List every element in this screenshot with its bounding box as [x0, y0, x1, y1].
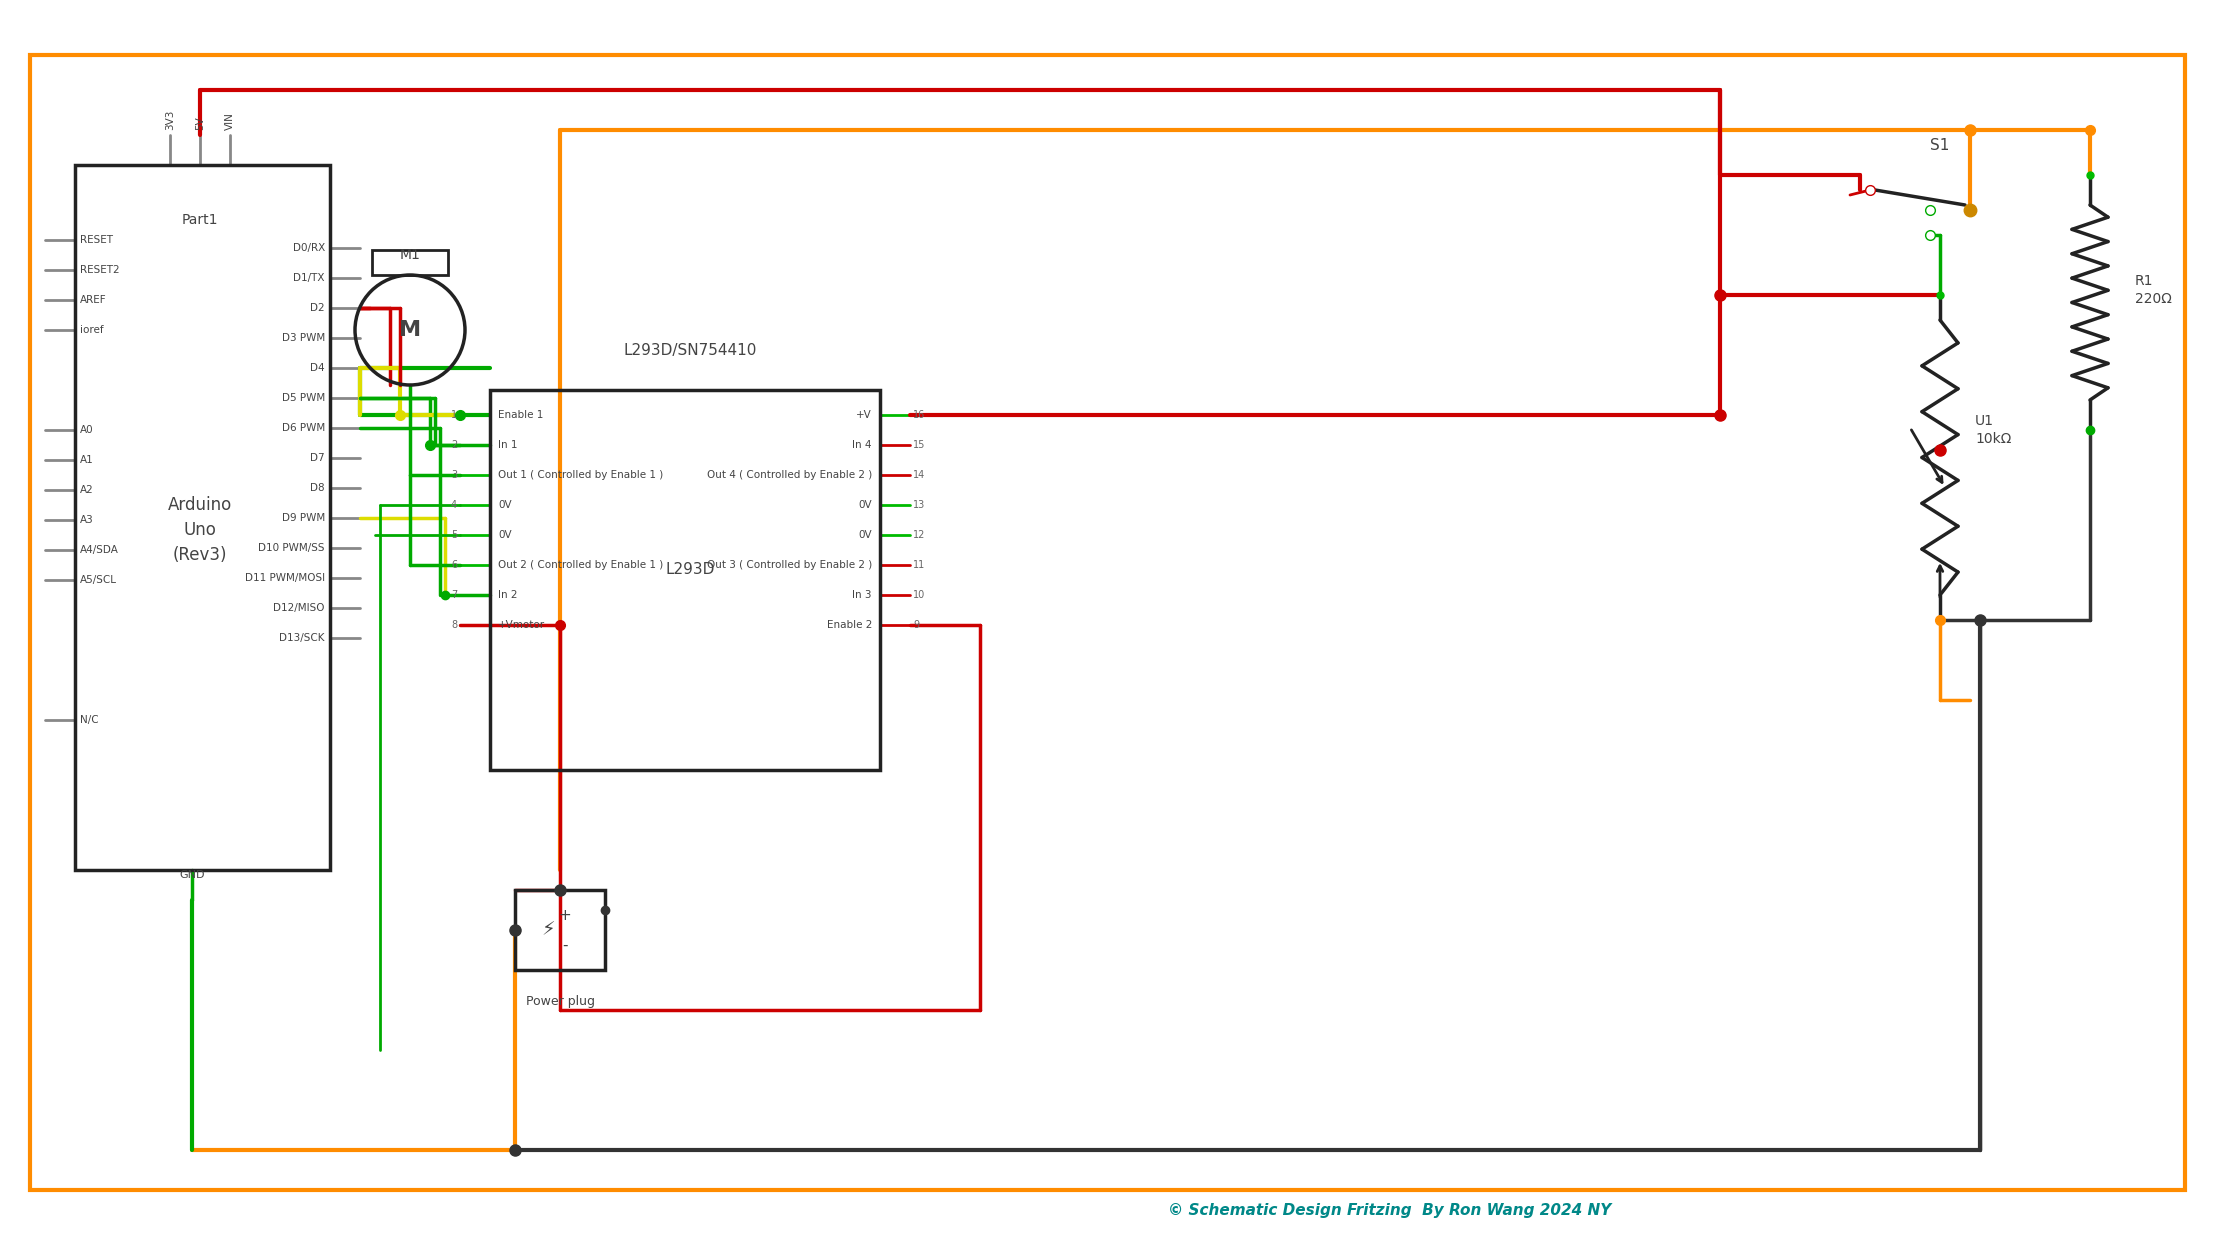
Text: M: M — [398, 320, 420, 340]
Text: 4: 4 — [451, 500, 458, 510]
Text: Out 1 ( Controlled by Enable 1 ): Out 1 ( Controlled by Enable 1 ) — [498, 471, 664, 481]
Text: 13: 13 — [914, 500, 925, 510]
Text: L293D: L293D — [666, 563, 715, 578]
Text: 14: 14 — [914, 471, 925, 481]
Text: U1
10kΩ: U1 10kΩ — [1974, 415, 2012, 446]
Text: D6 PWM: D6 PWM — [281, 423, 325, 433]
Text: D12/MISO: D12/MISO — [274, 603, 325, 613]
Bar — [516, 890, 604, 970]
Text: 15: 15 — [914, 439, 925, 449]
Text: D7: D7 — [310, 453, 325, 463]
Text: D9 PWM: D9 PWM — [281, 513, 325, 523]
Text: 8: 8 — [451, 620, 458, 630]
Text: RESET2: RESET2 — [80, 265, 120, 275]
Text: 2: 2 — [451, 439, 458, 449]
Text: 0V: 0V — [859, 530, 872, 540]
Text: D8: D8 — [310, 483, 325, 493]
Text: ⚡: ⚡ — [542, 920, 555, 940]
Text: 7: 7 — [451, 590, 458, 600]
Bar — [489, 390, 881, 769]
Text: +V: +V — [856, 410, 872, 420]
Text: D4: D4 — [310, 364, 325, 374]
Text: Arduino
Uno
(Rev3): Arduino Uno (Rev3) — [168, 496, 232, 564]
Text: RESET: RESET — [80, 235, 113, 245]
Text: R1
220Ω: R1 220Ω — [2136, 274, 2171, 306]
Text: 9: 9 — [914, 620, 918, 630]
Text: N/C: N/C — [80, 715, 100, 725]
Text: 3: 3 — [451, 471, 458, 481]
Text: 10: 10 — [914, 590, 925, 600]
Text: A3: A3 — [80, 515, 93, 525]
Text: D1/TX: D1/TX — [294, 273, 325, 283]
Text: -: - — [562, 937, 569, 952]
Text: D2: D2 — [310, 303, 325, 312]
Text: 16: 16 — [914, 410, 925, 420]
Text: D5 PWM: D5 PWM — [281, 393, 325, 403]
Text: Out 4 ( Controlled by Enable 2 ): Out 4 ( Controlled by Enable 2 ) — [706, 471, 872, 481]
Text: 11: 11 — [914, 560, 925, 570]
Bar — [372, 250, 447, 275]
Text: GND: GND — [179, 870, 206, 880]
Text: D11 PWM/MOSI: D11 PWM/MOSI — [246, 573, 325, 583]
Text: A4/SDA: A4/SDA — [80, 545, 120, 555]
Text: 5V: 5V — [195, 116, 206, 129]
Text: +Vmotor: +Vmotor — [498, 620, 544, 630]
Bar — [75, 166, 330, 870]
Text: Enable 1: Enable 1 — [498, 410, 544, 420]
Text: A5/SCL: A5/SCL — [80, 575, 117, 585]
Text: In 4: In 4 — [852, 439, 872, 449]
Text: D3 PWM: D3 PWM — [281, 332, 325, 344]
Text: 0V: 0V — [498, 500, 511, 510]
Text: D0/RX: D0/RX — [292, 243, 325, 253]
Text: ioref: ioref — [80, 325, 104, 335]
Text: D13/SCK: D13/SCK — [279, 632, 325, 642]
Text: 6: 6 — [451, 560, 458, 570]
Text: Enable 2: Enable 2 — [828, 620, 872, 630]
Text: Out 3 ( Controlled by Enable 2 ): Out 3 ( Controlled by Enable 2 ) — [706, 560, 872, 570]
Text: Out 2 ( Controlled by Enable 1 ): Out 2 ( Controlled by Enable 1 ) — [498, 560, 664, 570]
Text: M1: M1 — [401, 248, 420, 261]
Text: A0: A0 — [80, 425, 93, 435]
Text: 1: 1 — [451, 410, 458, 420]
Text: S1: S1 — [1930, 137, 1950, 152]
Text: © Schematic Design Fritzing  By Ron Wang 2024 NY: © Schematic Design Fritzing By Ron Wang … — [1168, 1203, 1611, 1218]
Text: 12: 12 — [914, 530, 925, 540]
Text: 5: 5 — [451, 530, 458, 540]
Text: Power plug: Power plug — [524, 995, 595, 1008]
Text: VIN: VIN — [226, 112, 235, 129]
Text: A1: A1 — [80, 454, 93, 464]
Text: In 3: In 3 — [852, 590, 872, 600]
Text: AREF: AREF — [80, 295, 106, 305]
Text: L293D/SN754410: L293D/SN754410 — [624, 342, 757, 357]
Text: 3V3: 3V3 — [166, 110, 175, 129]
Text: 0V: 0V — [498, 530, 511, 540]
Text: 0V: 0V — [859, 500, 872, 510]
Text: In 1: In 1 — [498, 439, 518, 449]
Text: +: + — [558, 908, 571, 923]
Text: Part1: Part1 — [181, 213, 219, 227]
Text: A2: A2 — [80, 486, 93, 496]
Text: In 2: In 2 — [498, 590, 518, 600]
Text: D10 PWM/SS: D10 PWM/SS — [259, 543, 325, 553]
